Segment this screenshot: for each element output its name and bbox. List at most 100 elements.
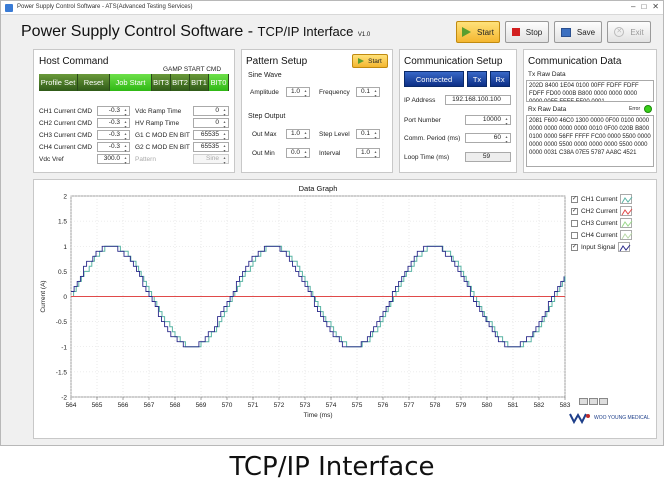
pan-tool-icon[interactable] [589, 398, 598, 405]
legend-label: CH4 Current [581, 231, 618, 239]
profile-set-button[interactable]: Profile Set [39, 74, 78, 91]
legend-item[interactable]: ✓ Input Signal [571, 242, 631, 252]
interval-input[interactable]: 1.0 [356, 148, 380, 159]
play-icon [358, 58, 365, 64]
legend-label: CH3 Current [581, 219, 618, 227]
vdc-vref-input[interactable]: 300.0 [97, 154, 130, 165]
x-tick-label: 575 [352, 402, 363, 409]
port-number-input[interactable]: 10000 [465, 115, 511, 126]
y-tick-label: -1.5 [56, 369, 68, 376]
legend-checkbox[interactable]: ✓ [571, 243, 578, 251]
bit0-button[interactable]: BIT0 [209, 74, 229, 91]
amplitude-input[interactable]: 1.0 [286, 87, 310, 98]
minimize-button[interactable]: – [631, 2, 636, 11]
error-led-icon [644, 105, 652, 113]
rx-button[interactable]: Rx [490, 71, 510, 87]
vdc-ramp-input[interactable]: 0 [193, 106, 229, 117]
series-ch1-current-line [71, 245, 566, 348]
ch4-current-input[interactable]: -0.3 [97, 142, 130, 153]
port-number-label: Port Number [404, 117, 441, 124]
y-tick-label: 1 [63, 244, 67, 251]
start-button[interactable]: Start [456, 21, 500, 43]
connected-button[interactable]: Connected [404, 71, 464, 87]
app-window: Power Supply Control Software - ATS(Adva… [0, 0, 664, 446]
legend-item[interactable]: ✓ CH1 Current [571, 194, 633, 204]
g1-mod-input[interactable]: 65535 [193, 130, 229, 141]
legend-item[interactable]: CH3 Current [571, 218, 633, 228]
x-tick-label: 578 [430, 402, 441, 409]
x-tick-label: 565 [92, 402, 103, 409]
pattern-select[interactable]: Sine [193, 154, 229, 165]
exit-icon: ✕ [614, 27, 625, 37]
stop-button[interactable]: Stop [505, 21, 549, 43]
cursor-tool-icon[interactable] [599, 398, 608, 405]
legend-checkbox[interactable] [571, 231, 578, 239]
legend-checkbox[interactable]: ✓ [571, 207, 578, 215]
bit3-button[interactable]: BIT3 [152, 74, 171, 91]
x-tick-label: 579 [456, 402, 467, 409]
rx-raw-label: Rx Raw Data [528, 106, 567, 113]
g1-mod-label: G1 C MOD EN BIT [135, 132, 190, 139]
y-tick-label: 2 [63, 194, 67, 201]
step-level-input[interactable]: 0.1 [356, 129, 380, 140]
legend-label: Input Signal [581, 243, 616, 251]
pattern-setup-title: Pattern Setup [246, 56, 308, 67]
data-graph-chart[interactable]: 564 565 566 567 568 569 570 571 572 573 574 575 576 5… [33, 179, 573, 419]
x-tick-label: 583 [560, 402, 571, 409]
bit2-button[interactable]: BIT2 [171, 74, 190, 91]
app-title: Power Supply Control Software - TCP/IP I… [21, 23, 371, 40]
x-tick-label: 570 [222, 402, 233, 409]
maximize-button[interactable]: □ [641, 2, 647, 11]
close-button[interactable]: ✕ [652, 2, 659, 11]
app-icon [5, 4, 13, 12]
comm-period-label: Comm. Period (ms) [404, 135, 461, 142]
legend-swatch [620, 206, 633, 216]
legend-swatch [620, 194, 633, 204]
x-tick-label: 568 [170, 402, 181, 409]
legend-checkbox[interactable]: ✓ [571, 195, 578, 203]
frequency-input[interactable]: 0.1 [356, 87, 380, 98]
x-axis-label: Time (ms) [303, 412, 332, 419]
legend-label: CH1 Current [581, 195, 618, 203]
y-tick-label: 0.5 [58, 269, 67, 276]
chart-title: Data Graph [299, 184, 338, 193]
job-start-button[interactable]: Job Start [110, 74, 152, 91]
loop-time-value: 59 [465, 152, 511, 162]
host-command-title: Host Command [39, 56, 109, 67]
pattern-start-button[interactable]: Start [352, 54, 388, 68]
out-min-input[interactable]: 0.0 [286, 148, 310, 159]
hv-ramp-input[interactable]: 0 [193, 118, 229, 129]
legend-item[interactable]: CH4 Current [571, 230, 633, 240]
ch2-current-input[interactable]: -0.3 [97, 118, 130, 129]
gamp-start-label: GAMP START CMD [163, 66, 222, 73]
window-title: Power Supply Control Software - ATS(Adva… [17, 4, 193, 10]
zoom-tool-icon[interactable] [579, 398, 588, 405]
exit-button[interactable]: ✕ Exit [607, 21, 651, 43]
g2-mod-input[interactable]: 65535 [193, 142, 229, 153]
legend-item[interactable]: ✓ CH2 Current [571, 206, 633, 216]
out-max-input[interactable]: 1.0 [286, 129, 310, 140]
bit1-button[interactable]: BIT1 [190, 74, 209, 91]
ip-address-label: IP Address [404, 97, 436, 104]
reset-button[interactable]: Reset [78, 74, 110, 91]
save-button[interactable]: Save [554, 21, 602, 43]
step-level-label: Step Level [319, 131, 350, 138]
vdc-vref-label: Vdc Vref [39, 156, 64, 163]
interval-label: Interval [319, 150, 341, 157]
amplitude-label: Amplitude [250, 89, 279, 96]
caption: TCP/IP Interface [229, 452, 435, 482]
y-tick-label: -1 [61, 344, 67, 351]
legend-swatch [620, 218, 633, 228]
ch2-current-label: CH2 Current CMD [39, 120, 93, 127]
ch3-current-input[interactable]: -0.3 [97, 130, 130, 141]
comm-period-input[interactable]: 60 [465, 133, 511, 144]
ip-address-input[interactable]: 192.168.100.100 [445, 95, 511, 105]
woo-young-logo-icon [569, 412, 590, 424]
legend-checkbox[interactable] [571, 219, 578, 227]
x-tick-label: 572 [274, 402, 285, 409]
legend-label: CH2 Current [581, 207, 618, 215]
x-tick-label: 573 [300, 402, 311, 409]
ch1-current-input[interactable]: -0.3 [97, 106, 130, 117]
tx-button[interactable]: Tx [467, 71, 487, 87]
tx-raw-label: Tx Raw Data [528, 71, 566, 78]
